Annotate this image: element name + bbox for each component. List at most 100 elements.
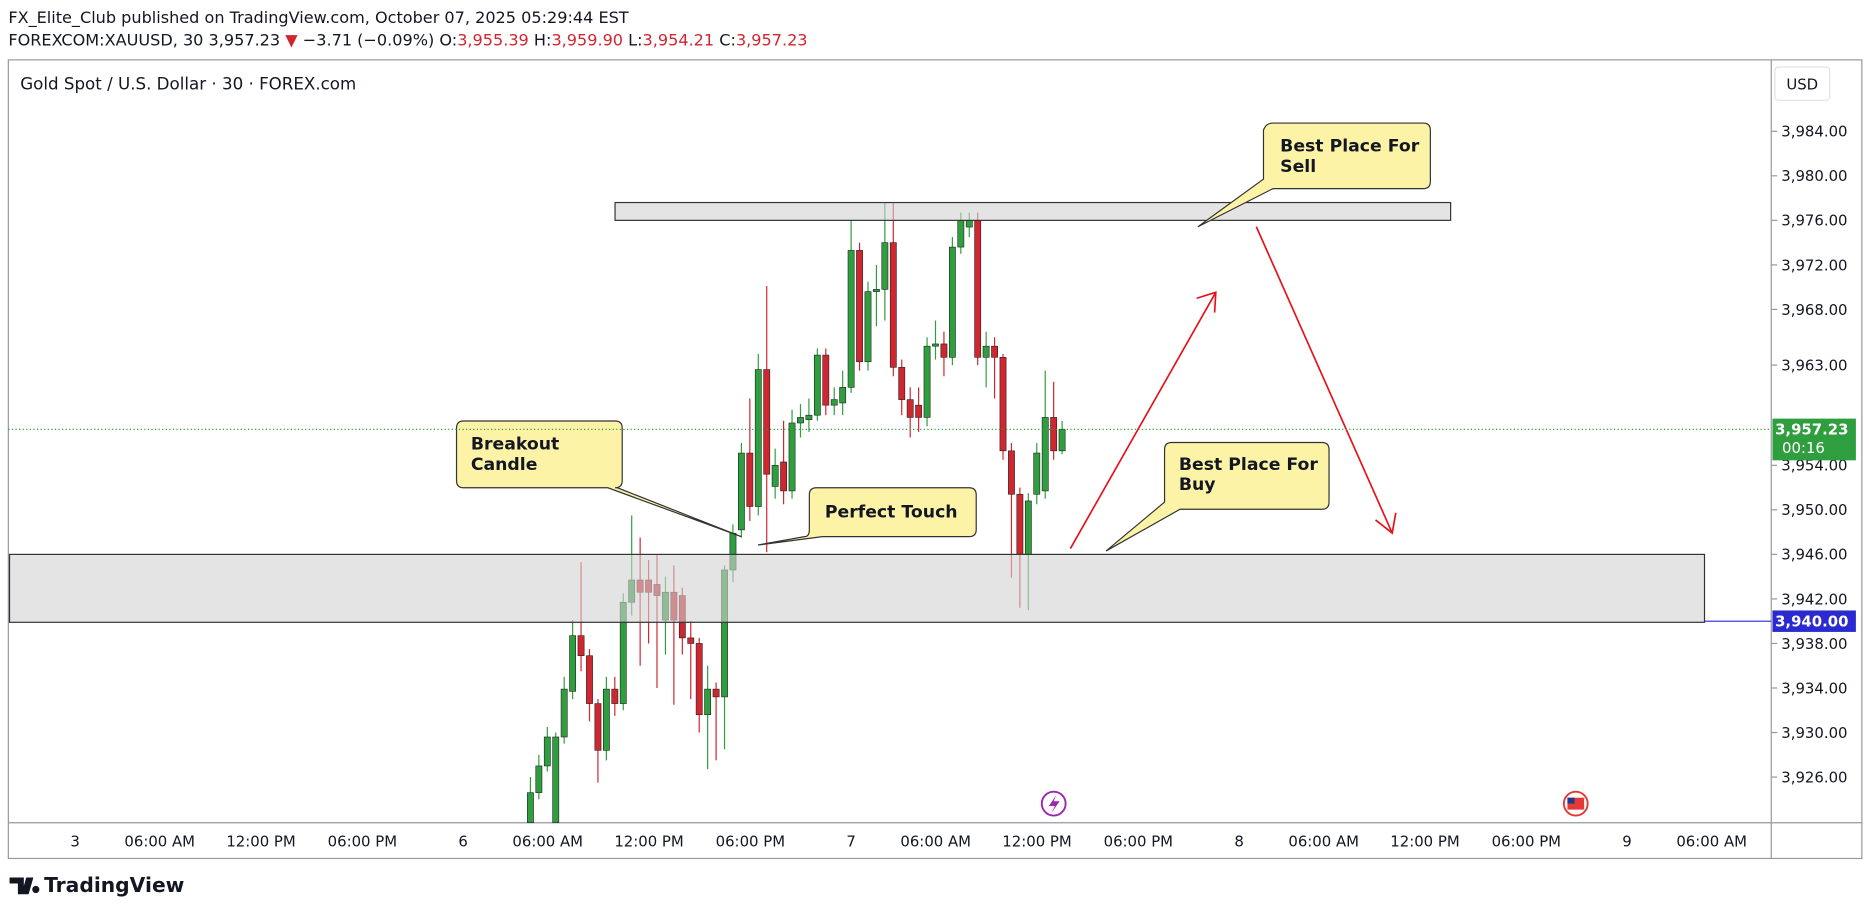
x-tick-label: 7 <box>846 833 855 851</box>
candle-body <box>923 345 931 418</box>
y-tick-label: 3,963.00 <box>1781 356 1847 374</box>
candle-body <box>889 242 897 368</box>
candle-body <box>797 417 804 424</box>
x-tick-label: 6 <box>458 833 467 851</box>
candle-body <box>569 635 577 692</box>
o-value: 3,955.39 <box>457 31 529 50</box>
candle-body <box>1058 429 1066 452</box>
brand: TradingView <box>44 873 184 897</box>
x-tick-label: 06:00 AM <box>124 833 195 851</box>
candle-body <box>805 414 813 420</box>
x-tick-label: 8 <box>1234 833 1243 851</box>
grid <box>1771 130 1778 778</box>
x-tick-label: 12:00 PM <box>614 833 683 851</box>
callout-box <box>455 420 742 538</box>
candle-body <box>991 345 998 358</box>
c-value: 3,957.23 <box>736 31 808 50</box>
y-tick-label: 3,942.00 <box>1781 590 1847 608</box>
candle-body <box>1024 500 1032 555</box>
candle-body <box>948 246 956 358</box>
candle-body <box>915 404 923 418</box>
x-tick-label: 12:00 PM <box>226 833 295 851</box>
candle-body <box>687 637 695 644</box>
candle-body <box>974 220 982 358</box>
candle-body <box>813 354 821 416</box>
symbol: FOREXCOM:XAUUSD, 30 <box>8 31 203 50</box>
y-tick-label: 3,954.00 <box>1781 457 1847 475</box>
arrow: ▼ <box>285 31 298 50</box>
currency: USD <box>1786 76 1818 94</box>
x-tick-label: 06:00 AM <box>900 833 971 851</box>
candle-body <box>957 220 965 248</box>
annotation: Buy <box>1179 475 1216 495</box>
candle-body <box>881 242 889 290</box>
x-tick-label: 06:00 PM <box>1492 833 1561 851</box>
x-tick-label: 06:00 AM <box>512 833 583 851</box>
y-tick-label: 3,930.00 <box>1781 724 1847 742</box>
candle-body <box>906 399 914 418</box>
o-label: O: <box>439 31 457 50</box>
candle-body <box>898 367 906 400</box>
x-tick-label: 12:00 PM <box>1002 833 1071 851</box>
arrow-head <box>1196 291 1217 313</box>
candle-body <box>1033 452 1041 495</box>
x-tick-label: 9 <box>1622 833 1631 851</box>
candle-body <box>1041 417 1049 492</box>
flag-icon-body <box>1567 797 1585 810</box>
candle-body <box>695 643 703 716</box>
x-tick-label: 06:00 PM <box>1104 833 1173 851</box>
currency-box[interactable] <box>1774 66 1831 101</box>
candle-body <box>1008 450 1015 495</box>
candle-body <box>780 461 787 492</box>
last-price-label: 3,957.23 <box>1775 421 1848 439</box>
x-tick-label: 06:00 AM <box>1676 833 1747 851</box>
candle-body <box>847 250 855 388</box>
candle-body <box>543 736 551 767</box>
flag-icon-canton <box>1567 797 1575 804</box>
chart-frame <box>7 59 1863 860</box>
annotation: Best Place For <box>1280 137 1420 157</box>
candle-body <box>1050 417 1058 452</box>
header-published: FX_Elite_Club published on TradingView.c… <box>8 8 628 28</box>
y-tick-label: 3,972.00 <box>1781 256 1847 274</box>
x-tick-label: 12:00 PM <box>1390 833 1459 851</box>
candle-body <box>873 289 880 292</box>
candle-body <box>577 635 585 657</box>
arrow-up <box>1069 291 1217 549</box>
countdown: 00:16 <box>1782 439 1825 457</box>
level-label: 3,940.00 <box>1775 613 1848 631</box>
last-price-tag <box>1772 418 1856 461</box>
candle-body <box>712 688 720 698</box>
y-tick-label: 3,926.00 <box>1781 768 1847 786</box>
h-value: 3,959.90 <box>551 31 623 50</box>
annotation: Best Place For <box>1179 455 1319 475</box>
y-tick-label: 3,976.00 <box>1781 212 1847 230</box>
arrow-down <box>1255 226 1393 534</box>
h-label: H: <box>534 31 552 50</box>
l-label: L: <box>628 31 642 50</box>
annotation: Candle <box>471 455 538 475</box>
candle-body <box>594 703 602 751</box>
candle-body <box>552 736 560 824</box>
candle-body <box>754 369 762 507</box>
y-tick-label: 3,950.00 <box>1781 501 1847 519</box>
candle-body <box>940 343 948 358</box>
candle-body <box>965 220 973 228</box>
x-tick-label: 06:00 PM <box>328 833 397 851</box>
brand-logo <box>9 877 40 895</box>
candle-body <box>999 357 1007 452</box>
price: 3,957.23 <box>209 31 281 50</box>
candle-body <box>830 399 838 406</box>
arrow-head <box>1375 512 1397 535</box>
candle-body <box>839 387 847 404</box>
candle-body <box>932 343 939 347</box>
chart-title: Gold Spot / U.S. Dollar · 30 · FOREX.com <box>20 75 356 94</box>
y-tick-label: 3,938.00 <box>1781 635 1847 653</box>
candle-body <box>763 369 771 475</box>
annotation: Breakout <box>471 435 559 455</box>
event-icon-bolt <box>1048 795 1060 814</box>
annotation: Sell <box>1280 157 1316 177</box>
candle-body <box>611 688 619 704</box>
candle-body <box>771 465 779 487</box>
candle-body <box>1016 493 1024 555</box>
